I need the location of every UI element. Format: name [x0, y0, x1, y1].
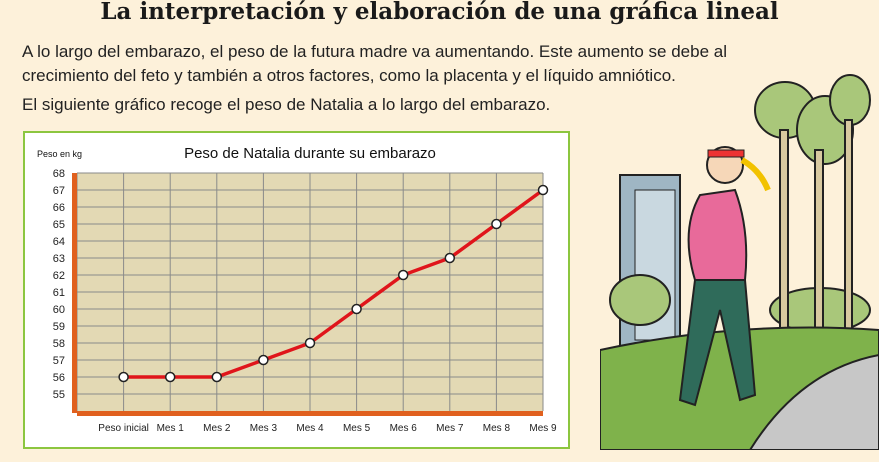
chart-frame: Peso de Natalia durante su embarazo Peso… [23, 131, 570, 449]
y-tick-label: 55 [53, 389, 65, 401]
x-tick-label: Peso inicial [98, 423, 149, 434]
y-tick-label: 63 [53, 253, 65, 265]
x-tick-label: Mes 8 [483, 423, 511, 434]
data-point [397, 269, 409, 281]
y-tick-label: 67 [53, 185, 65, 197]
y-tick-label: 58 [53, 338, 65, 350]
data-point [164, 371, 176, 383]
y-tick-label: 65 [53, 219, 65, 231]
x-axis [77, 411, 543, 416]
y-tick-label: 57 [53, 355, 65, 367]
y-axis-label: Peso en kg [37, 149, 82, 159]
y-tick-label: 62 [53, 270, 65, 282]
data-point [118, 371, 129, 383]
series-line [123, 188, 545, 379]
intro-paragraph: A lo largo del embarazo, el peso de la f… [22, 42, 728, 85]
data-point [444, 252, 456, 264]
data-point [211, 371, 223, 383]
data-point [351, 303, 362, 315]
chart-title: Peso de Natalia durante su embarazo [184, 145, 436, 162]
y-tick-label: 64 [53, 236, 65, 248]
intro-paragraph-2: El siguiente gráfico recoge el peso de N… [22, 95, 551, 114]
x-tick-label: Mes 5 [343, 423, 371, 434]
y-tick-label: 66 [53, 202, 65, 214]
x-tick-label: Mes 2 [203, 423, 231, 434]
data-point [258, 354, 269, 366]
x-tick-label: Mes 4 [296, 423, 324, 434]
y-tick-label: 59 [53, 321, 65, 333]
x-tick-label: Mes 6 [390, 423, 418, 434]
y-tick-label: 56 [53, 372, 65, 384]
data-point [491, 218, 502, 230]
y-tick-label: 60 [53, 304, 65, 316]
pregnant-woman-walking-illustration [600, 74, 879, 450]
y-tick-label: 61 [53, 287, 65, 299]
x-tick-label: Mes 3 [250, 423, 278, 434]
page-title: La interpretación y elaboración de una g… [100, 0, 779, 25]
x-tick-label: Mes 9 [529, 423, 557, 434]
x-tick-label: Mes 7 [436, 423, 464, 434]
data-point [304, 337, 316, 349]
y-axis [72, 173, 77, 413]
line-chart: Peso de Natalia durante su embarazo Peso… [37, 145, 557, 434]
y-tick-label: 68 [53, 168, 65, 180]
x-tick-label: Mes 1 [157, 423, 185, 434]
data-point [537, 184, 549, 196]
